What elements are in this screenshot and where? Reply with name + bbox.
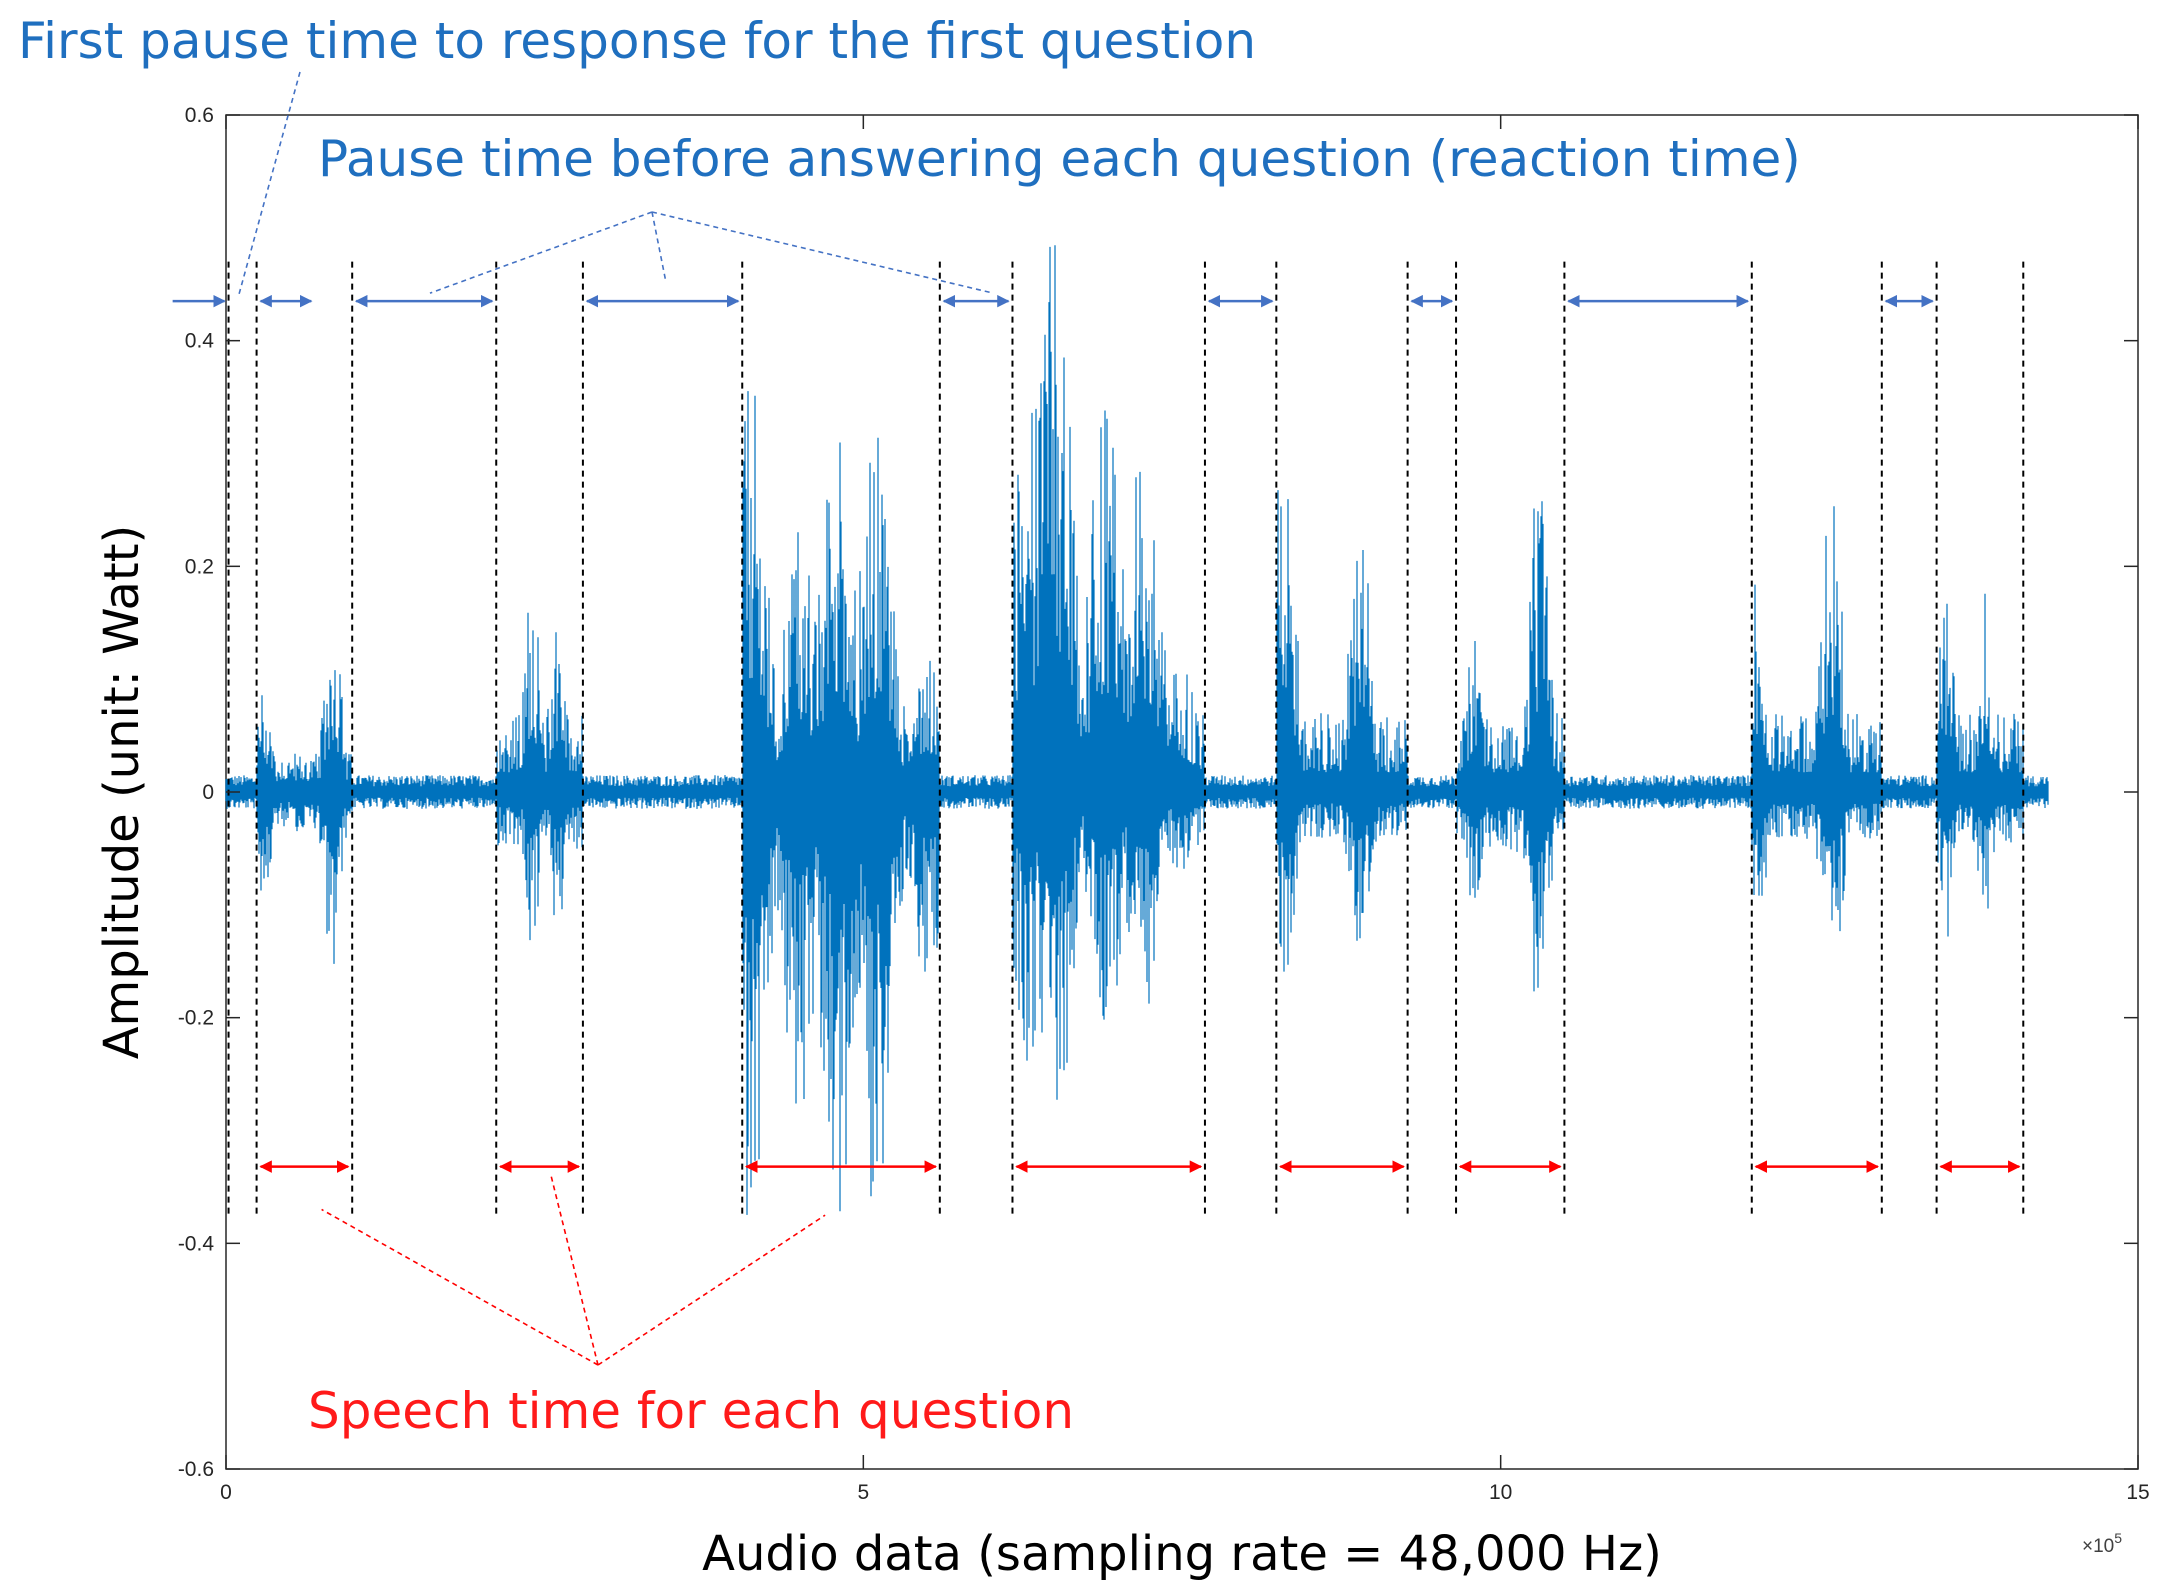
x-axis-exponent-base: ×10 [2082,1536,2114,1557]
speech-annotation: Speech time for each question [308,1382,1074,1440]
y-tick-label: -0.4 [178,1232,215,1255]
pause-leader [651,211,994,294]
pause-annotation: Pause time before answering each questio… [318,130,1801,188]
x-tick-label: 0 [220,1481,232,1504]
speech-leader [321,1208,599,1366]
x-axis-exponent-power: 5 [2114,1530,2122,1546]
pause-leader [429,211,653,294]
y-tick-label: 0.4 [185,330,215,353]
x-tick-label: 10 [1489,1481,1512,1504]
waveform-series [225,245,2049,1215]
y-tick-label: 0 [202,781,214,804]
x-tick-label: 5 [857,1481,869,1504]
annotation-leaders [237,71,994,1366]
y-tick-label: 0.6 [185,104,214,127]
axis-ticks: -0.6 -0.4 -0.2 0 0.2 0.4 0.6 0 5 10 15 [178,104,2150,1504]
x-tick-label: 15 [2126,1481,2149,1504]
y-axis-label: Amplitude (unit: Watt) [94,525,150,1060]
pause-leader [651,211,667,282]
x-axis-label: Audio data (sampling rate = 48,000 Hz) [702,1526,1662,1582]
first-pause-annotation: First pause time to response for the fir… [18,12,1256,70]
x-axis-exponent: ×105 [2082,1530,2122,1557]
segment-boundaries [227,261,2025,1216]
y-tick-label: -0.6 [178,1458,214,1481]
speech-leader [597,1214,826,1366]
y-tick-label: 0.2 [185,555,214,578]
interval-arrows [172,294,2021,1173]
speech-leader [550,1175,599,1366]
y-tick-label: -0.2 [178,1007,214,1030]
waveform-path [225,245,2049,1215]
first-pause-leader [237,71,301,296]
